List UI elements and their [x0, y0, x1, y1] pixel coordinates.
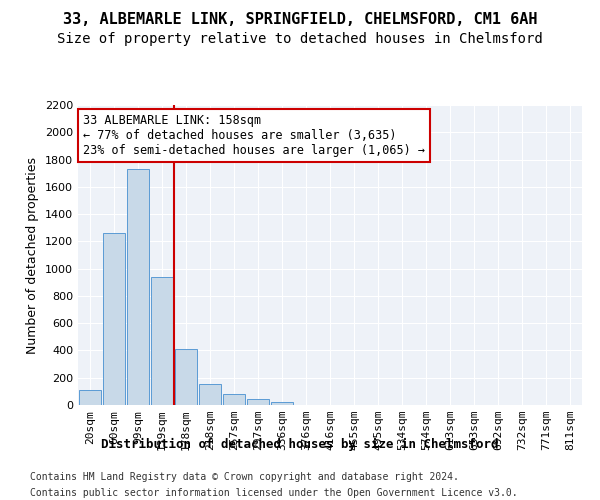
Bar	[79, 390, 101, 405]
Text: 33 ALBEMARLE LINK: 158sqm
← 77% of detached houses are smaller (3,635)
23% of se: 33 ALBEMARLE LINK: 158sqm ← 77% of detac…	[83, 114, 425, 157]
Text: Contains public sector information licensed under the Open Government Licence v3: Contains public sector information licen…	[30, 488, 518, 498]
Bar	[151, 277, 173, 405]
Bar	[199, 384, 221, 405]
Bar	[127, 169, 149, 405]
Bar	[247, 399, 269, 405]
Bar	[103, 233, 125, 405]
Bar	[271, 402, 293, 405]
Bar	[223, 394, 245, 405]
Text: 33, ALBEMARLE LINK, SPRINGFIELD, CHELMSFORD, CM1 6AH: 33, ALBEMARLE LINK, SPRINGFIELD, CHELMSF…	[63, 12, 537, 28]
Text: Contains HM Land Registry data © Crown copyright and database right 2024.: Contains HM Land Registry data © Crown c…	[30, 472, 459, 482]
Text: Size of property relative to detached houses in Chelmsford: Size of property relative to detached ho…	[57, 32, 543, 46]
Y-axis label: Number of detached properties: Number of detached properties	[26, 156, 40, 354]
Text: Distribution of detached houses by size in Chelmsford: Distribution of detached houses by size …	[101, 438, 499, 450]
Bar	[175, 349, 197, 405]
